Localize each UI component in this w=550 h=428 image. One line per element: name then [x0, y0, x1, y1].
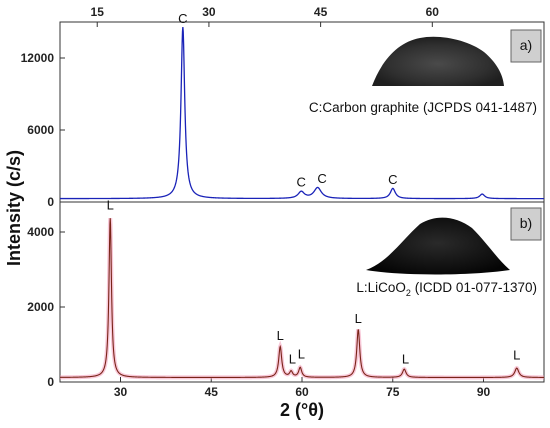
panel-b-tick-labels: 0 2000 4000 30 45 60 75 90 — [27, 225, 490, 399]
y-tick-label: 4000 — [27, 225, 54, 239]
y-tick-label: 2000 — [27, 300, 54, 314]
panel-a-peak-labels: CC C C — [178, 11, 397, 189]
licoo2-ref-main: L:LiCoO — [356, 280, 406, 295]
peak-label: L — [289, 351, 296, 366]
panel-b-tag: b) — [520, 215, 532, 231]
panel-a-tag: a) — [520, 37, 532, 53]
panel-b-peak-labels: LLL LLL L — [107, 198, 521, 367]
x-tick-label: 45 — [205, 385, 219, 399]
x-tick-label: 30 — [114, 385, 128, 399]
licoo2-ref-sub: 2 — [406, 288, 411, 298]
y-tick-label: 0 — [47, 195, 54, 209]
licoo2-pile — [366, 217, 510, 275]
x-tick-label: 60 — [295, 385, 309, 399]
y-tick-label: 12000 — [21, 51, 55, 65]
x-tick-label: 75 — [386, 385, 400, 399]
licoo2-powder-photo — [364, 210, 510, 276]
graphite-reference-label: C:Carbon graphite (JCPDS 041-1487) — [309, 100, 537, 115]
x-tick-label: 45 — [314, 5, 328, 19]
panel-a-tick-labels: 0 6000 12000 15 30 45 60 — [21, 5, 440, 209]
peak-label: L — [402, 351, 409, 366]
y-tick-label: 6000 — [27, 123, 54, 137]
peak-label: C — [178, 11, 187, 26]
panel-b-tag-box — [510, 207, 542, 241]
graphite-xrd-line — [60, 26, 544, 200]
licoo2-xrd-line — [60, 218, 545, 378]
x-tick-label: 90 — [477, 385, 491, 399]
x-tick-label: 60 — [426, 5, 440, 19]
x-tick-label: 15 — [91, 5, 105, 19]
panel-a-tag-box — [510, 29, 542, 63]
y-axis-title: Intensity (c/s) — [4, 150, 24, 266]
x-tick-label: 30 — [202, 5, 216, 19]
peak-label: C — [297, 174, 306, 189]
peak-label: L — [355, 311, 362, 326]
peak-label: L — [107, 198, 114, 213]
peak-label: L — [298, 346, 305, 361]
graphite-pile — [372, 36, 504, 86]
peak-label: L — [277, 328, 284, 343]
licoo2-ref-rest: (ICDD 01-077-1370) — [411, 280, 537, 295]
panel-a-graphite: 0 6000 12000 15 30 45 60 a) C:Carbon graphite … — [21, 5, 545, 209]
panel-b-licoo2: 0 2000 4000 30 45 60 75 90 b) L:LiCoO2 (ICDD 01… — [27, 198, 545, 399]
peak-label: C — [317, 171, 326, 186]
y-tick-label: 0 — [47, 375, 54, 389]
peak-label: C — [388, 172, 397, 187]
graphite-powder-photo — [366, 28, 506, 94]
peak-label: L — [513, 348, 520, 363]
x-axis-title: 2 (°θ) — [280, 400, 324, 420]
licoo2-reference-label: L:LiCoO2 (ICDD 01-077-1370) — [356, 280, 537, 298]
